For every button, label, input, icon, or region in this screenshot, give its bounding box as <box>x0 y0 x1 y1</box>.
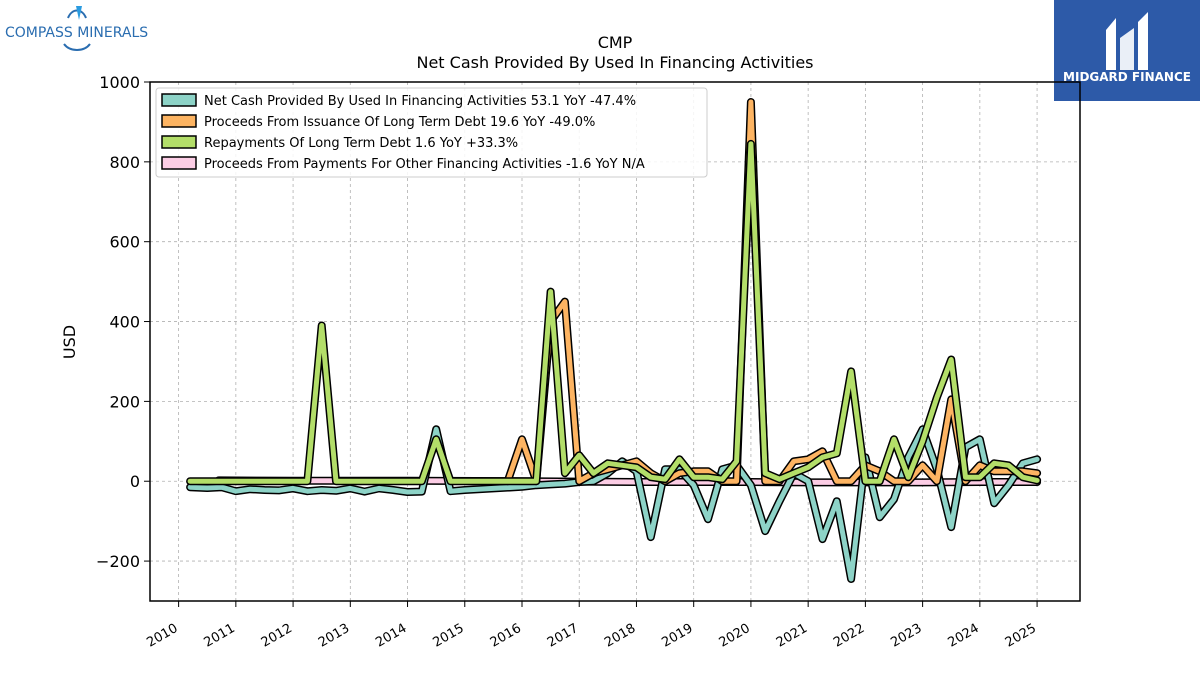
legend-box <box>155 87 708 178</box>
legend-swatch <box>161 135 197 149</box>
midgard-logo-text: MIDGARD FINANCE <box>1063 70 1191 84</box>
legend-label: Net Cash Provided By Used In Financing A… <box>204 94 636 109</box>
x-tick-label: 2021 <box>774 621 810 651</box>
x-tick-label: 2018 <box>602 621 638 651</box>
x-tick-label: 2010 <box>144 621 180 651</box>
plot-frame <box>149 81 1081 602</box>
series-lines <box>186 98 1042 583</box>
compass-minerals-logo: COMPASS MINERALS <box>4 4 154 54</box>
y-axis: −200 0 200 400 600 800 1000 <box>96 73 150 571</box>
x-tick-label: 2015 <box>430 621 466 651</box>
legend: Net Cash Provided By Used In Financing A… <box>155 87 708 178</box>
x-tick-label: 2016 <box>488 621 524 651</box>
chart-title: CMP <box>598 33 633 52</box>
x-tick-label: 2014 <box>373 621 409 651</box>
y-tick-label: −200 <box>96 552 140 571</box>
x-tick-label: 2020 <box>717 621 753 651</box>
x-tick-label: 2024 <box>946 621 982 651</box>
legend-swatch <box>161 114 197 128</box>
legend-label: Proceeds From Payments For Other Financi… <box>204 157 645 172</box>
y-tick-label: 1000 <box>99 73 140 92</box>
x-tick-label: 2025 <box>1003 621 1039 651</box>
chart-subtitle: Net Cash Provided By Used In Financing A… <box>416 53 813 72</box>
x-tick-label: 2017 <box>545 621 581 651</box>
compass-logo-text: COMPASS MINERALS <box>5 25 148 41</box>
series-1 <box>186 425 1042 583</box>
series-3 <box>186 139 1042 486</box>
y-axis-label: USD <box>60 325 79 359</box>
series-outline <box>186 139 1042 486</box>
legend-label: Proceeds From Issuance Of Long Term Debt… <box>204 115 595 130</box>
x-axis: 2010 2011 2012 2013 2014 2015 2016 2017 2018 2019… <box>144 601 1039 651</box>
series-line <box>187 426 1040 582</box>
grid <box>150 81 1080 601</box>
y-tick-label: 600 <box>109 233 140 252</box>
x-tick-label: 2023 <box>888 621 924 651</box>
legend-label: Repayments Of Long Term Debt 1.6 YoY +33… <box>204 136 518 151</box>
y-tick-label: 0 <box>130 472 140 491</box>
x-tick-label: 2011 <box>202 621 238 651</box>
x-tick-label: 2012 <box>259 621 295 651</box>
x-tick-label: 2013 <box>316 621 352 651</box>
series-line <box>187 141 1040 484</box>
legend-swatch <box>161 93 197 107</box>
compass-logo-icon <box>63 6 91 51</box>
midgard-logo-icon <box>1106 12 1148 70</box>
midgard-finance-logo: MIDGARD FINANCE <box>1054 0 1200 101</box>
y-tick-label: 200 <box>109 392 140 411</box>
y-tick-label: 800 <box>109 153 140 172</box>
y-tick-label: 400 <box>109 313 140 332</box>
x-tick-label: 2022 <box>831 621 867 651</box>
legend-swatch <box>161 156 197 170</box>
x-tick-label: 2019 <box>659 621 695 651</box>
